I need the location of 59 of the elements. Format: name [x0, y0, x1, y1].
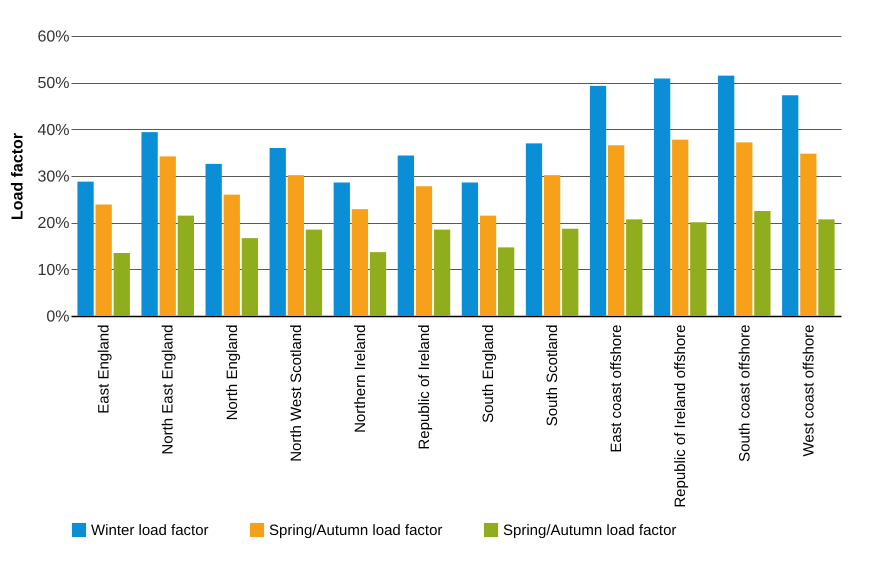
y-tick-label: 50% [37, 75, 70, 92]
bar [754, 211, 771, 316]
bar [398, 155, 414, 316]
bar [736, 142, 752, 316]
bar [96, 204, 112, 316]
bar [352, 209, 368, 316]
bar [590, 86, 606, 316]
x-tick-label: East England [96, 324, 113, 414]
bar [334, 182, 350, 316]
bar [178, 216, 194, 316]
bar [654, 78, 670, 316]
bar [434, 230, 450, 316]
bar [242, 238, 258, 316]
x-tick-label: South Scotland [544, 324, 562, 426]
bar [370, 252, 386, 316]
bar [526, 143, 542, 316]
x-tick-label: South coast offshore [736, 324, 754, 462]
y-axis-title: Load factor [9, 132, 26, 220]
bar [160, 156, 176, 316]
x-tick-label: Northern Ireland [352, 324, 369, 433]
x-tick-label: North East England [160, 324, 177, 455]
bar [562, 228, 578, 316]
bar [544, 175, 560, 316]
y-tick-label: 40% [37, 122, 70, 139]
bar [141, 132, 158, 316]
y-tick-label: 20% [37, 215, 70, 232]
bar [206, 164, 222, 316]
x-tick-label: Republic of Ireland [416, 324, 433, 450]
x-tick-label: Republic of Ireland offshore [672, 324, 690, 508]
bar [718, 76, 734, 316]
bar [480, 216, 496, 316]
legend-label: Winter load factor [91, 522, 209, 539]
x-tick-label: East coast offshore [608, 324, 626, 453]
bar [782, 95, 798, 316]
bar [224, 194, 240, 316]
bar [462, 182, 478, 316]
legend-label: Spring/Autumn load factor [503, 522, 676, 539]
x-tick-label: North England [224, 324, 241, 420]
bar [114, 253, 130, 316]
y-tick-label: 0% [46, 308, 70, 326]
bar [800, 154, 816, 316]
bar [672, 140, 688, 316]
bar [690, 222, 706, 316]
bar [306, 230, 322, 316]
bar [416, 186, 432, 316]
bar [608, 145, 624, 316]
bar [498, 247, 514, 316]
x-tick-label: North West Scotland [288, 324, 305, 462]
y-tick-label: 60% [37, 28, 70, 46]
bar [270, 148, 286, 316]
x-tick-label: West coast offshore [800, 324, 818, 457]
legend-label: Spring/Autumn load factor [269, 522, 442, 539]
bar [818, 219, 835, 316]
bar [77, 182, 94, 316]
bar [288, 175, 304, 316]
x-tick-label: South England [480, 324, 498, 423]
y-tick-label: 10% [37, 262, 70, 279]
y-tick-label: 30% [37, 168, 70, 186]
bar [626, 219, 642, 316]
